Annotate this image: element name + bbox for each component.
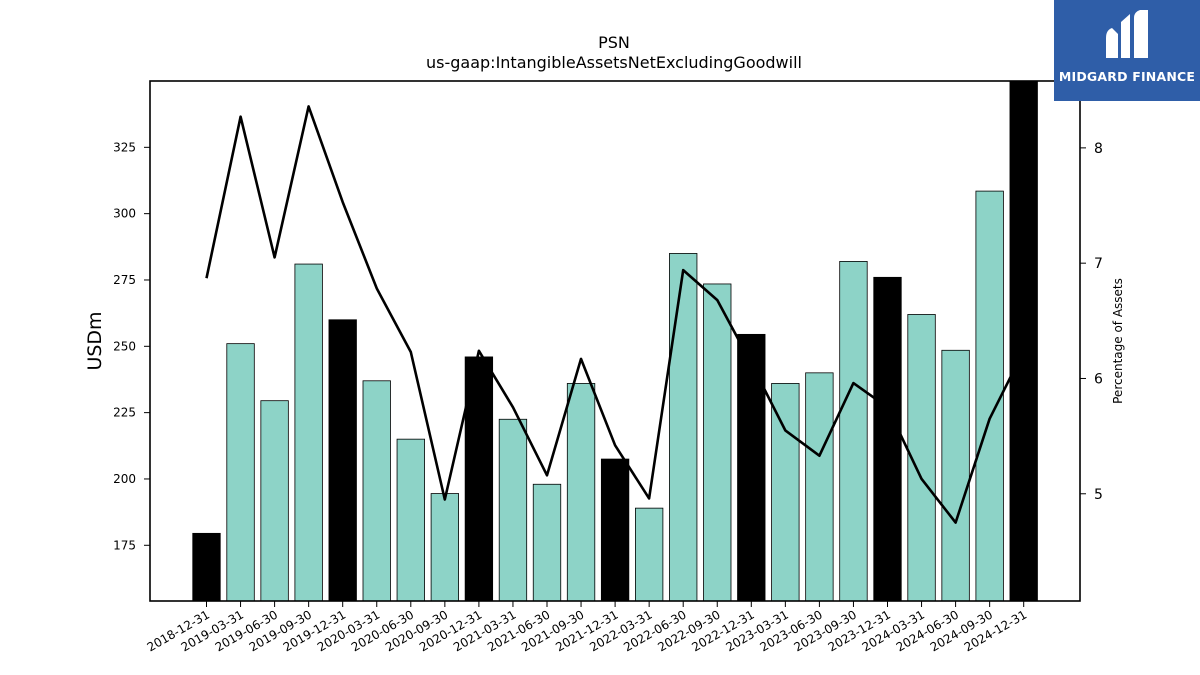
y-axis-label: USDm (84, 311, 106, 370)
bar-series (192, 80, 1038, 602)
y2-tick-label: 6 (1094, 371, 1103, 387)
logo-icon (1106, 10, 1148, 58)
line-path (205, 105, 1025, 524)
y-tick-label: 225 (113, 406, 136, 420)
y-tick-label: 275 (113, 273, 136, 287)
bar (635, 507, 664, 602)
brand-name: MIDGARD FINANCE (1058, 69, 1196, 84)
y-tick-label: 200 (113, 472, 136, 486)
y2-tick-label: 7 (1094, 256, 1103, 272)
bar (600, 458, 630, 602)
bar (1009, 80, 1038, 602)
y2-tick-label: 5 (1094, 487, 1103, 503)
bar (430, 493, 460, 602)
bar (192, 532, 221, 602)
bar (941, 349, 970, 602)
bar (703, 283, 732, 602)
y2-axis-label: Percentage of Assets (1111, 278, 1125, 404)
bar (328, 319, 357, 602)
bar (669, 253, 698, 602)
bar (805, 372, 834, 602)
bar (362, 380, 391, 602)
bar (566, 383, 596, 602)
bar (771, 383, 800, 602)
brand-logo: MIDGARD FINANCE (1054, 0, 1200, 101)
bar (532, 483, 562, 602)
chart-subtitle: us-gaap:IntangibleAssetsNetExcludingGood… (426, 53, 802, 72)
bar (464, 356, 494, 602)
bar (975, 190, 1004, 602)
bar (260, 400, 289, 602)
y-tick-label: 325 (113, 140, 136, 154)
line-series (205, 105, 1025, 524)
bar (498, 418, 528, 602)
bar (294, 263, 323, 602)
bar (226, 343, 255, 602)
bar (839, 261, 868, 602)
y-tick-label: 250 (113, 339, 136, 353)
y-tick-label: 175 (113, 538, 136, 552)
bar (396, 438, 425, 602)
y-tick-label: 300 (113, 207, 136, 221)
y2-tick-label: 8 (1094, 141, 1103, 157)
bar (737, 333, 766, 602)
chart-title: PSN (598, 33, 630, 52)
bar (873, 276, 902, 602)
